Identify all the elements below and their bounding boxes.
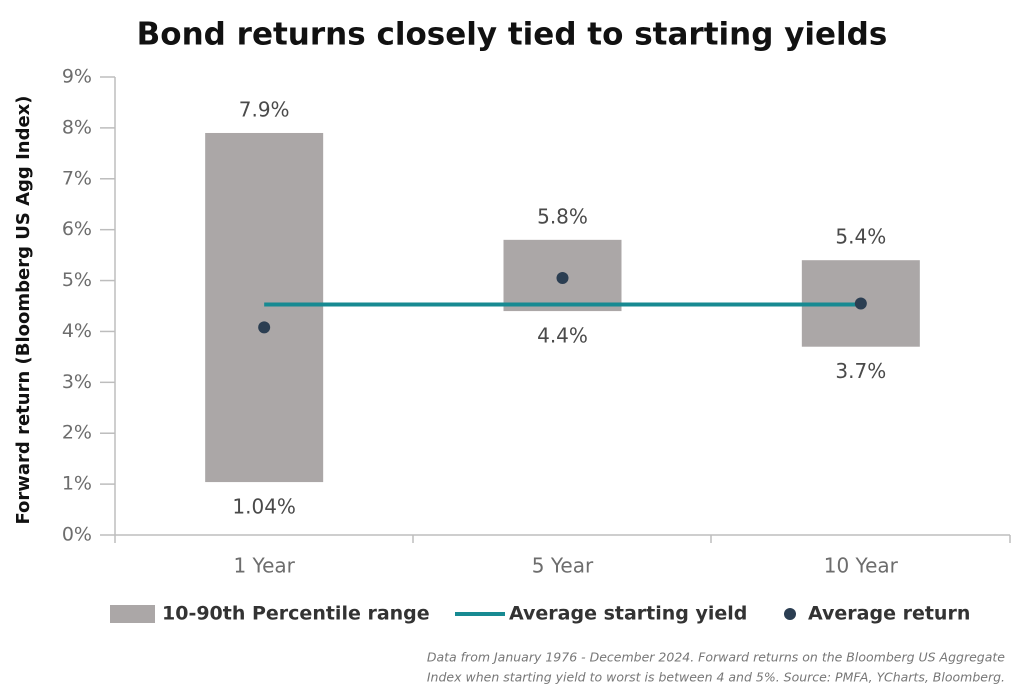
footnote: Index when starting yield to worst is be… [427,670,1005,685]
range-bar [205,132,324,483]
legend-swatch [784,608,796,620]
y-tick-label: 8% [62,116,92,138]
y-tick-label: 3% [62,371,92,393]
y-tick-label: 7% [62,167,92,189]
y-tick-label: 1% [62,473,92,495]
chart-title: Bond returns closely tied to starting yi… [137,17,888,53]
y-tick-label: 9% [62,66,92,88]
footnote: Data from January 1976 - December 2024. … [427,650,1005,665]
return-point [258,321,271,334]
y-tick-label: 6% [62,218,92,240]
value-label: 5.4% [835,225,886,249]
legend-swatch [110,605,155,623]
value-label: 4.4% [537,324,588,348]
value-label: 5.8% [537,204,588,228]
y-tick-label: 4% [62,320,92,342]
value-label: 3.7% [835,359,886,383]
legend-label: Average return [808,603,970,625]
return-point [854,297,867,310]
x-tick-label: 10 Year [824,554,899,578]
y-tick-label: 5% [62,269,92,291]
return-point [556,272,569,285]
y-tick-label: 2% [62,422,92,444]
value-label: 7.9% [239,97,290,121]
y-tick-label: 0% [62,524,92,546]
value-label: 1.04% [232,495,296,519]
legend-label: 10-90th Percentile range [162,603,430,625]
x-tick-label: 1 Year [233,554,295,578]
legend-label: Average starting yield [509,603,747,625]
y-axis-label: Forward return (Bloomberg US Agg Index) [13,95,34,524]
x-tick-label: 5 Year [532,554,594,578]
